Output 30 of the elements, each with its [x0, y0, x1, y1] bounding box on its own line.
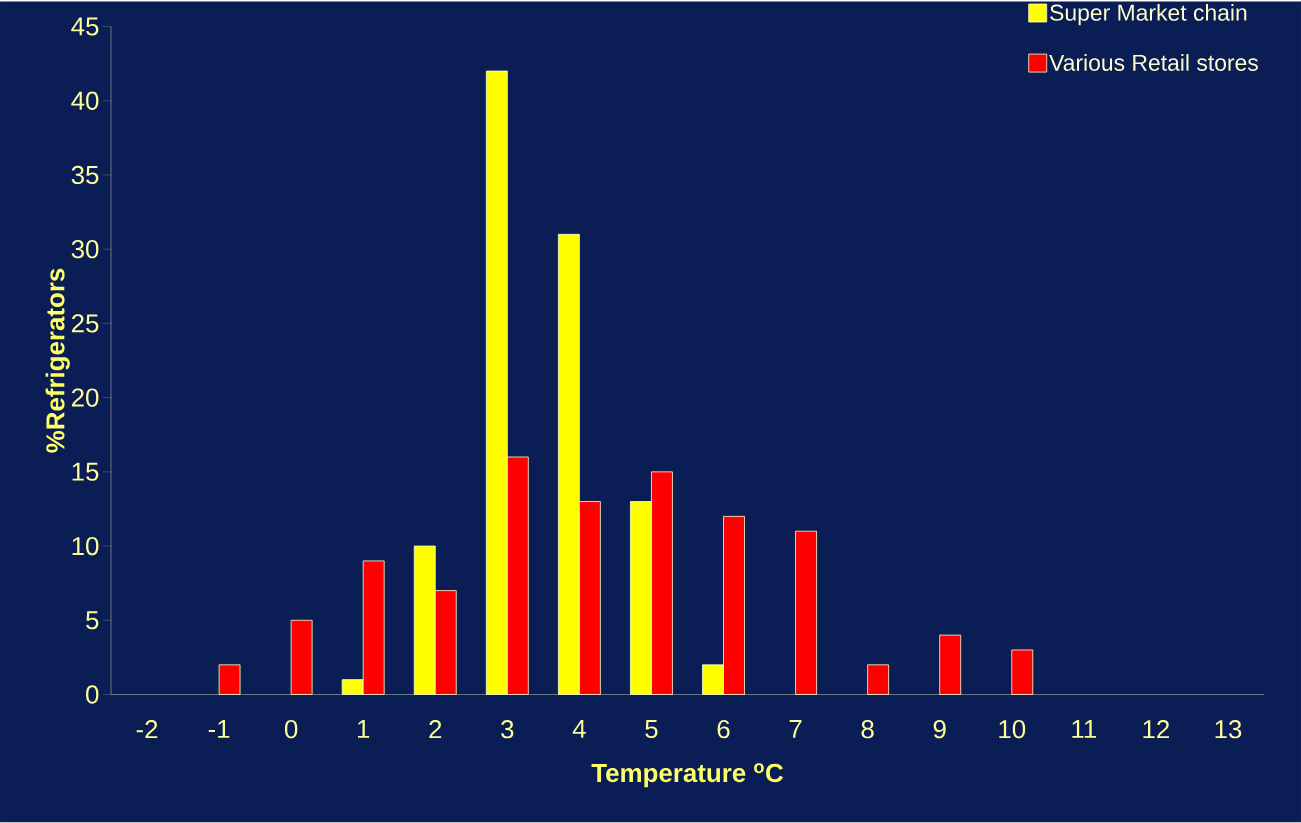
legend-label: Various Retail stores [1049, 54, 1258, 72]
y-tick-label: 35 [71, 166, 99, 185]
y-tick-label: 5 [86, 611, 99, 630]
x-tick-label: 13 [1215, 720, 1242, 739]
x-tick-label: 10 [999, 720, 1026, 739]
x-tick-label: 9 [933, 720, 946, 739]
y-tick-label: 20 [71, 388, 99, 408]
x-tick-label: 1 [357, 720, 370, 739]
y-tick-label: 30 [71, 240, 99, 259]
y-tick-label: 15 [72, 463, 99, 482]
x-tick-label: 4 [572, 720, 586, 739]
y-tick-label: 45 [71, 17, 99, 36]
x-tick-label: 2 [429, 720, 442, 739]
x-tick-label: 5 [645, 720, 658, 739]
x-tick-label: 0 [284, 720, 298, 739]
x-tick-label: 6 [717, 720, 730, 739]
legend-label: Super Market chain [1050, 4, 1247, 26]
x-tick-label: -2 [136, 720, 158, 739]
y-axis-title: %Refrigerators [45, 268, 70, 453]
y-tick-label: 10 [72, 537, 99, 556]
y-tick-label: 40 [71, 91, 99, 111]
y-tick-label: 0 [86, 685, 99, 704]
x-tick-label: 3 [501, 720, 514, 739]
x-axis-title: Temperature $^{o}$C [591, 763, 783, 788]
x-tick-label: 7 [789, 720, 802, 739]
x-tick-label: 8 [861, 720, 874, 739]
x-tick-label: -1 [208, 720, 230, 739]
x-tick-label: 12 [1143, 720, 1169, 739]
y-tick-label: 25 [71, 314, 99, 333]
x-tick-label: 11 [1072, 720, 1096, 739]
